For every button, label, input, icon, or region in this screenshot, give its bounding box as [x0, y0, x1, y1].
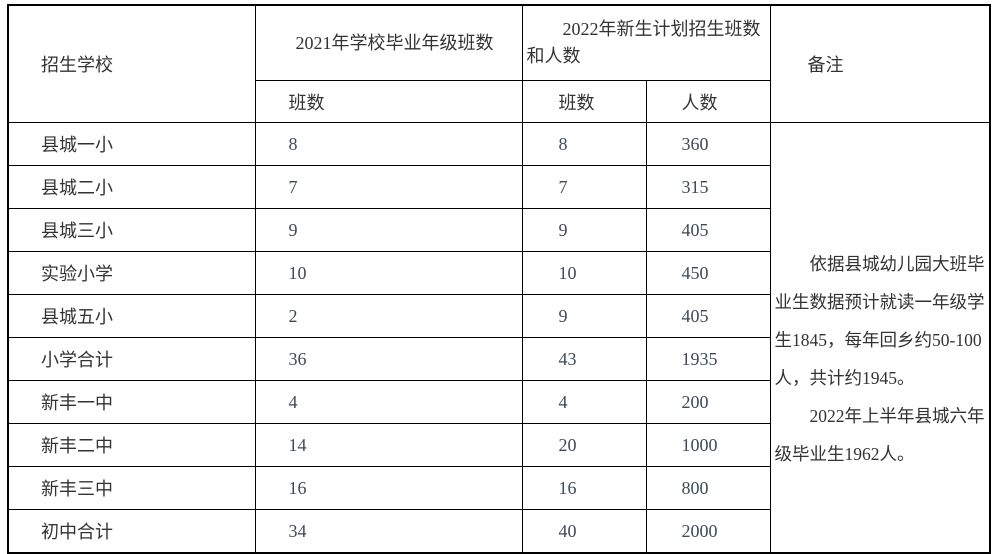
table-row: 新丰三中 16 16 800	[7, 466, 990, 510]
plan-classes-cell: 7	[521, 165, 647, 209]
plan-students-cell: 2000	[645, 509, 771, 554]
remark-paragraph-2: 2022年上半年县城六年级毕业生1962人。	[774, 405, 985, 464]
header-row-2: 班数 班数 人数	[8, 80, 990, 123]
grad-classes-cell: 14	[254, 423, 523, 467]
school-cell: 初中合计	[7, 509, 256, 554]
school-cell: 县城五小	[7, 294, 256, 338]
plan-students-cell: 800	[645, 466, 771, 510]
header-grad-2021: 2021年学校毕业年级班数	[254, 4, 523, 81]
grad-classes-cell: 8	[254, 122, 523, 166]
table-row: 小学合计 36 43 1935	[7, 337, 990, 381]
plan-students-cell: 200	[645, 380, 771, 424]
subheader-plan-students: 人数	[645, 80, 771, 123]
plan-classes-cell: 8	[521, 122, 647, 166]
table-row: 县城二小 7 7 315	[7, 165, 990, 209]
table-row: 县城一小 8 8 360 依据县城幼儿园大班毕业生数据预计就读一年级学生1845…	[7, 122, 991, 554]
plan-classes-cell: 9	[521, 294, 647, 338]
table-row: 新丰二中 14 20 1000	[7, 423, 990, 467]
remark-cell: 依据县城幼儿园大班毕业生数据预计就读一年级学生1845，每年回乡约50-100人…	[769, 122, 991, 554]
plan-classes-cell: 43	[521, 337, 647, 381]
plan-students-cell: 360	[645, 122, 771, 166]
grad-classes-cell: 4	[254, 380, 523, 424]
plan-classes-cell: 20	[521, 423, 647, 467]
table-row: 新丰一中 4 4 200	[7, 380, 990, 424]
grad-classes-cell: 10	[254, 251, 523, 295]
grad-classes-cell: 7	[254, 165, 523, 209]
plan-classes-cell: 10	[521, 251, 647, 295]
school-cell: 新丰二中	[7, 423, 256, 467]
plan-students-cell: 315	[645, 165, 771, 209]
remark-text: 依据县城幼儿园大班毕业生数据预计就读一年级学生1845，每年回乡约50-100人…	[775, 203, 986, 473]
enrollment-plan-table: 招生学校 2021年学校毕业年级班数 2022年新生计划招生班数和人数 备注 班…	[7, 4, 991, 554]
subheader-plan-classes: 班数	[521, 80, 647, 123]
header-remark: 备注	[769, 4, 991, 123]
header-plan-2022: 2022年新生计划招生班数和人数	[521, 4, 771, 81]
remark-paragraph-1: 依据县城幼儿园大班毕业生数据预计就读一年级学生1845，每年回乡约50-100人…	[774, 253, 985, 388]
school-cell: 小学合计	[7, 337, 256, 381]
plan-classes-cell: 40	[521, 509, 647, 554]
grad-classes-cell: 9	[254, 208, 523, 252]
school-cell: 新丰一中	[7, 380, 256, 424]
plan-classes-cell: 4	[521, 380, 647, 424]
subheader-grad-classes: 班数	[254, 80, 523, 123]
plan-classes-cell: 16	[521, 466, 647, 510]
header-school: 招生学校	[7, 4, 256, 123]
table-row: 县城三小 9 9 405	[7, 208, 990, 252]
school-cell: 实验小学	[7, 251, 256, 295]
plan-classes-cell: 9	[521, 208, 647, 252]
table-row: 县城五小 2 9 405	[7, 294, 990, 338]
grad-classes-cell: 34	[254, 509, 523, 554]
plan-students-cell: 405	[645, 208, 771, 252]
school-cell: 县城二小	[7, 165, 256, 209]
grad-classes-cell: 2	[254, 294, 523, 338]
plan-students-cell: 405	[645, 294, 771, 338]
enrollment-plan-table-wrap: 招生学校 2021年学校毕业年级班数 2022年新生计划招生班数和人数 备注 班…	[7, 4, 991, 554]
school-cell: 县城一小	[7, 122, 256, 166]
plan-students-cell: 1935	[645, 337, 771, 381]
grad-classes-cell: 16	[254, 466, 523, 510]
header-row-1: 招生学校 2021年学校毕业年级班数 2022年新生计划招生班数和人数 备注	[7, 4, 991, 123]
plan-students-cell: 1000	[645, 423, 771, 467]
school-cell: 县城三小	[7, 208, 256, 252]
plan-students-cell: 450	[645, 251, 771, 295]
table-row: 实验小学 10 10 450	[7, 251, 990, 295]
table-row: 初中合计 34 40 2000	[7, 509, 990, 554]
school-cell: 新丰三中	[7, 466, 256, 510]
grad-classes-cell: 36	[254, 337, 523, 381]
